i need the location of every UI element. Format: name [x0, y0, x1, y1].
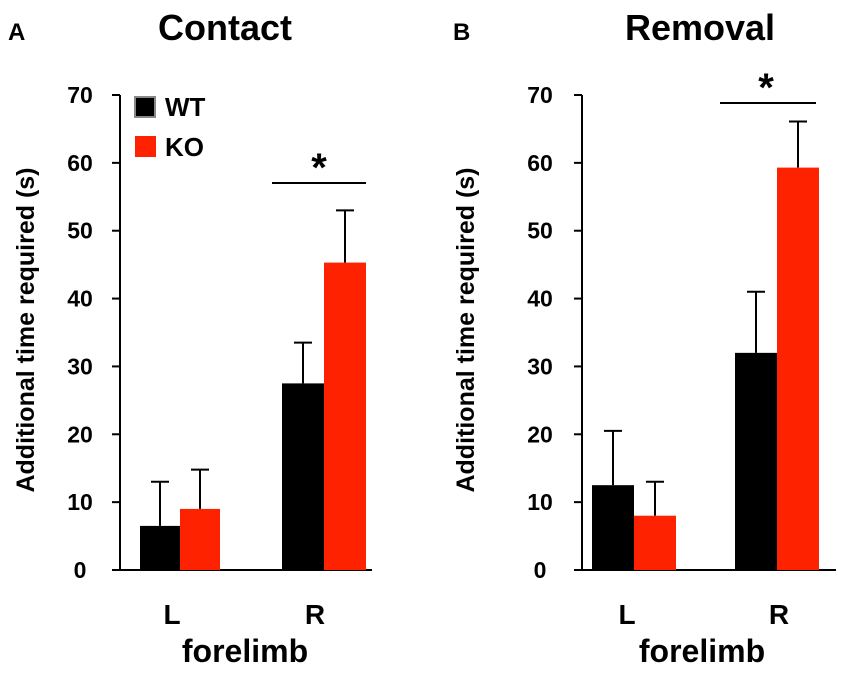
- y-tick-label: 60: [527, 150, 553, 176]
- legend-swatch-ko: [135, 136, 156, 157]
- x-tick-label: L: [163, 599, 180, 630]
- y-tick-labels: 0 10 20 30 40 50 60 70: [527, 82, 582, 583]
- bar-ko-l: [180, 508, 220, 570]
- bars: [140, 262, 366, 570]
- panel-contact: A Contact Additional time required (s) 0…: [8, 7, 372, 669]
- significance-star: *: [758, 66, 774, 110]
- y-axis-label: Additional time required (s): [452, 167, 480, 492]
- y-tick-label: 0: [534, 557, 547, 583]
- chart-title: Removal: [625, 7, 775, 48]
- y-tick-label: 70: [67, 82, 93, 108]
- y-tick-label: 30: [67, 353, 93, 379]
- y-tick-label: 0: [74, 557, 87, 583]
- error-bars: [604, 120, 807, 516]
- y-tick-label: 20: [67, 421, 93, 447]
- x-tick-label: L: [618, 599, 635, 630]
- legend-label-wt: WT: [165, 92, 206, 122]
- y-tick-label: 40: [67, 286, 93, 312]
- y-tick-label: 10: [67, 489, 93, 515]
- significance-markers: *: [272, 146, 366, 190]
- y-tick-label: 30: [527, 353, 553, 379]
- legend-swatch-wt: [134, 96, 156, 118]
- bar-ko-r: [777, 167, 819, 570]
- significance-markers: *: [720, 66, 816, 110]
- y-tick-label: 20: [527, 421, 553, 447]
- y-tick-label: 50: [527, 218, 553, 244]
- bar-wt-l: [592, 485, 634, 570]
- y-tick-label: 50: [67, 218, 93, 244]
- y-tick-label: 40: [527, 286, 553, 312]
- chart-title: Contact: [158, 7, 292, 48]
- y-tick-label: 60: [67, 150, 93, 176]
- y-tick-labels: 0 10 20 30 40 50 60 70: [67, 82, 120, 583]
- y-tick-label: 70: [527, 82, 553, 108]
- panel-removal: B Removal Additional time required (s) 0…: [452, 7, 836, 669]
- bar-ko-l: [634, 515, 676, 570]
- significance-star: *: [311, 146, 327, 190]
- panel-letter: B: [453, 19, 470, 46]
- bar-wt-r: [735, 352, 777, 570]
- bar-ko-r: [324, 262, 366, 570]
- bars: [592, 167, 819, 570]
- bar-wt-r: [282, 383, 324, 570]
- panel-letter: A: [8, 19, 25, 46]
- error-bars: [151, 209, 354, 526]
- legend-label-ko: KO: [165, 132, 204, 162]
- x-tick-label: R: [769, 599, 789, 630]
- x-axis-label: forelimb: [639, 633, 765, 669]
- legend: WT KO: [134, 92, 206, 162]
- y-tick-label: 10: [527, 489, 553, 515]
- y-axis-label: Additional time required (s): [12, 167, 40, 492]
- x-tick-label: R: [305, 599, 325, 630]
- bar-wt-l: [140, 525, 180, 570]
- x-axis-label: forelimb: [182, 633, 308, 669]
